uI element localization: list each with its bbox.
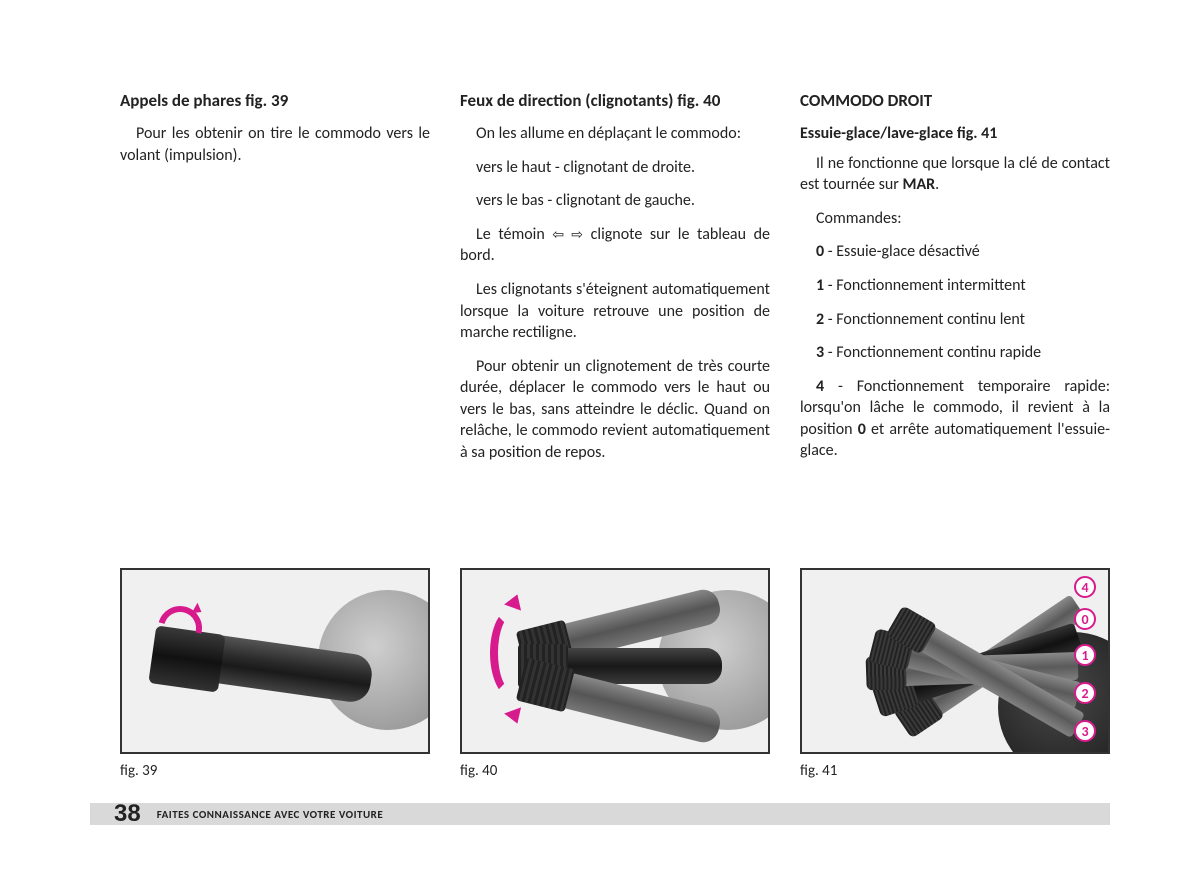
cmd4-zero: 0 [858,420,866,439]
col3-heading-main: COMMODO DROIT [800,90,1110,113]
page-number: 38 [114,800,141,828]
col2-p2: vers le haut - clignotant de droite. [460,157,770,179]
cmd-item-2: 2 - Fonctionnement continu lent [800,309,1110,331]
figure-40-image: P4Q00014 [460,568,770,754]
col3-mar: MAR [902,175,935,194]
col3-p1b: . [935,175,939,194]
figure-40: P4Q00014 fig. 40 [460,568,770,780]
col3-heading-sub: Essuie-glace/lave-glace fig. 41 [800,123,1110,145]
arrow-down-icon [504,707,526,726]
figure-41-caption: fig. 41 [800,762,1110,780]
col3-intro: Il ne fonctionne que lorsque la clé de c… [800,153,1110,196]
figures-row: P4Q00052 fig. 39 P4Q00014 fig. 40 4 0 1 [120,568,1110,780]
updown-arc-icon [490,608,534,698]
col3-commands-label: Commandes: [800,208,1110,230]
col2-p4: Le témoin ⇦ ⇨ clignote sur le tableau de… [460,224,770,267]
cmd0-t: - Essuie-glace désactivé [824,242,980,261]
figure-39: P4Q00052 fig. 39 [120,568,430,780]
fig41-label-0: 0 [1074,608,1096,630]
fig41-label-3: 3 [1074,720,1096,742]
col2-heading: Feux de direction (clignotants) fig. 40 [460,90,770,113]
cmd3-n: 3 [816,343,824,362]
figure-39-caption: fig. 39 [120,762,430,780]
col2-p1: On les allume en déplaçant le commodo: [460,123,770,145]
cmd-item-0: 0 - Essuie-glace désactivé [800,241,1110,263]
column-1: Appels de phares fig. 39 Pour les obteni… [120,90,430,476]
fig41-label-1: 1 [1074,644,1096,666]
footer-section-title: FAITES CONNAISSANCE AVEC VOTRE VOITURE [157,808,383,821]
col1-p1: Pour les obtenir on tire le commodo vers… [120,123,430,166]
figure-39-image: P4Q00052 [120,568,430,754]
cmd0-n: 0 [816,242,824,261]
col2-p4a: Le témoin [476,225,552,244]
figure-41-image: 4 0 1 2 3 P4Q01045 [800,568,1110,754]
cmd2-t: - Fonctionnement continu lent [824,310,1025,329]
col1-heading: Appels de phares fig. 39 [120,90,430,113]
cmd1-n: 1 [816,276,824,295]
page-content: Appels de phares fig. 39 Pour les obteni… [0,0,1200,476]
cmd4-n: 4 [816,377,824,396]
indicator-arrows-icon: ⇦ ⇨ [552,226,583,243]
col2-p3: vers le bas - clignotant de gauche. [460,190,770,212]
figure-41: 4 0 1 2 3 P4Q01045 fig. 41 [800,568,1110,780]
cmd-item-1: 1 - Fonctionnement intermittent [800,275,1110,297]
col2-p5: Les clignotants s'éteignent automatiquem… [460,279,770,344]
cmd3-t: - Fonctionnement continu rapide [824,343,1041,362]
column-2: Feux de direction (clignotants) fig. 40 … [460,90,770,476]
fig41-label-4: 4 [1074,576,1096,598]
page-footer: 38 FAITES CONNAISSANCE AVEC VOTRE VOITUR… [90,803,1110,825]
fig41-label-2: 2 [1074,682,1096,704]
col2-p6: Pour obtenir un clignotement de très cou… [460,356,770,464]
cmd-item-4: 4 - Fonctionnement temporaire rapide: lo… [800,376,1110,462]
col3-p1a: Il ne fonctionne que lorsque la clé de c… [800,154,1110,195]
column-3: COMMODO DROIT Essuie-glace/lave-glace fi… [800,90,1110,476]
figure-40-caption: fig. 40 [460,762,770,780]
cmd1-t: - Fonctionnement intermittent [824,276,1026,295]
cmd2-n: 2 [816,310,824,329]
cmd-item-3: 3 - Fonctionnement continu rapide [800,342,1110,364]
